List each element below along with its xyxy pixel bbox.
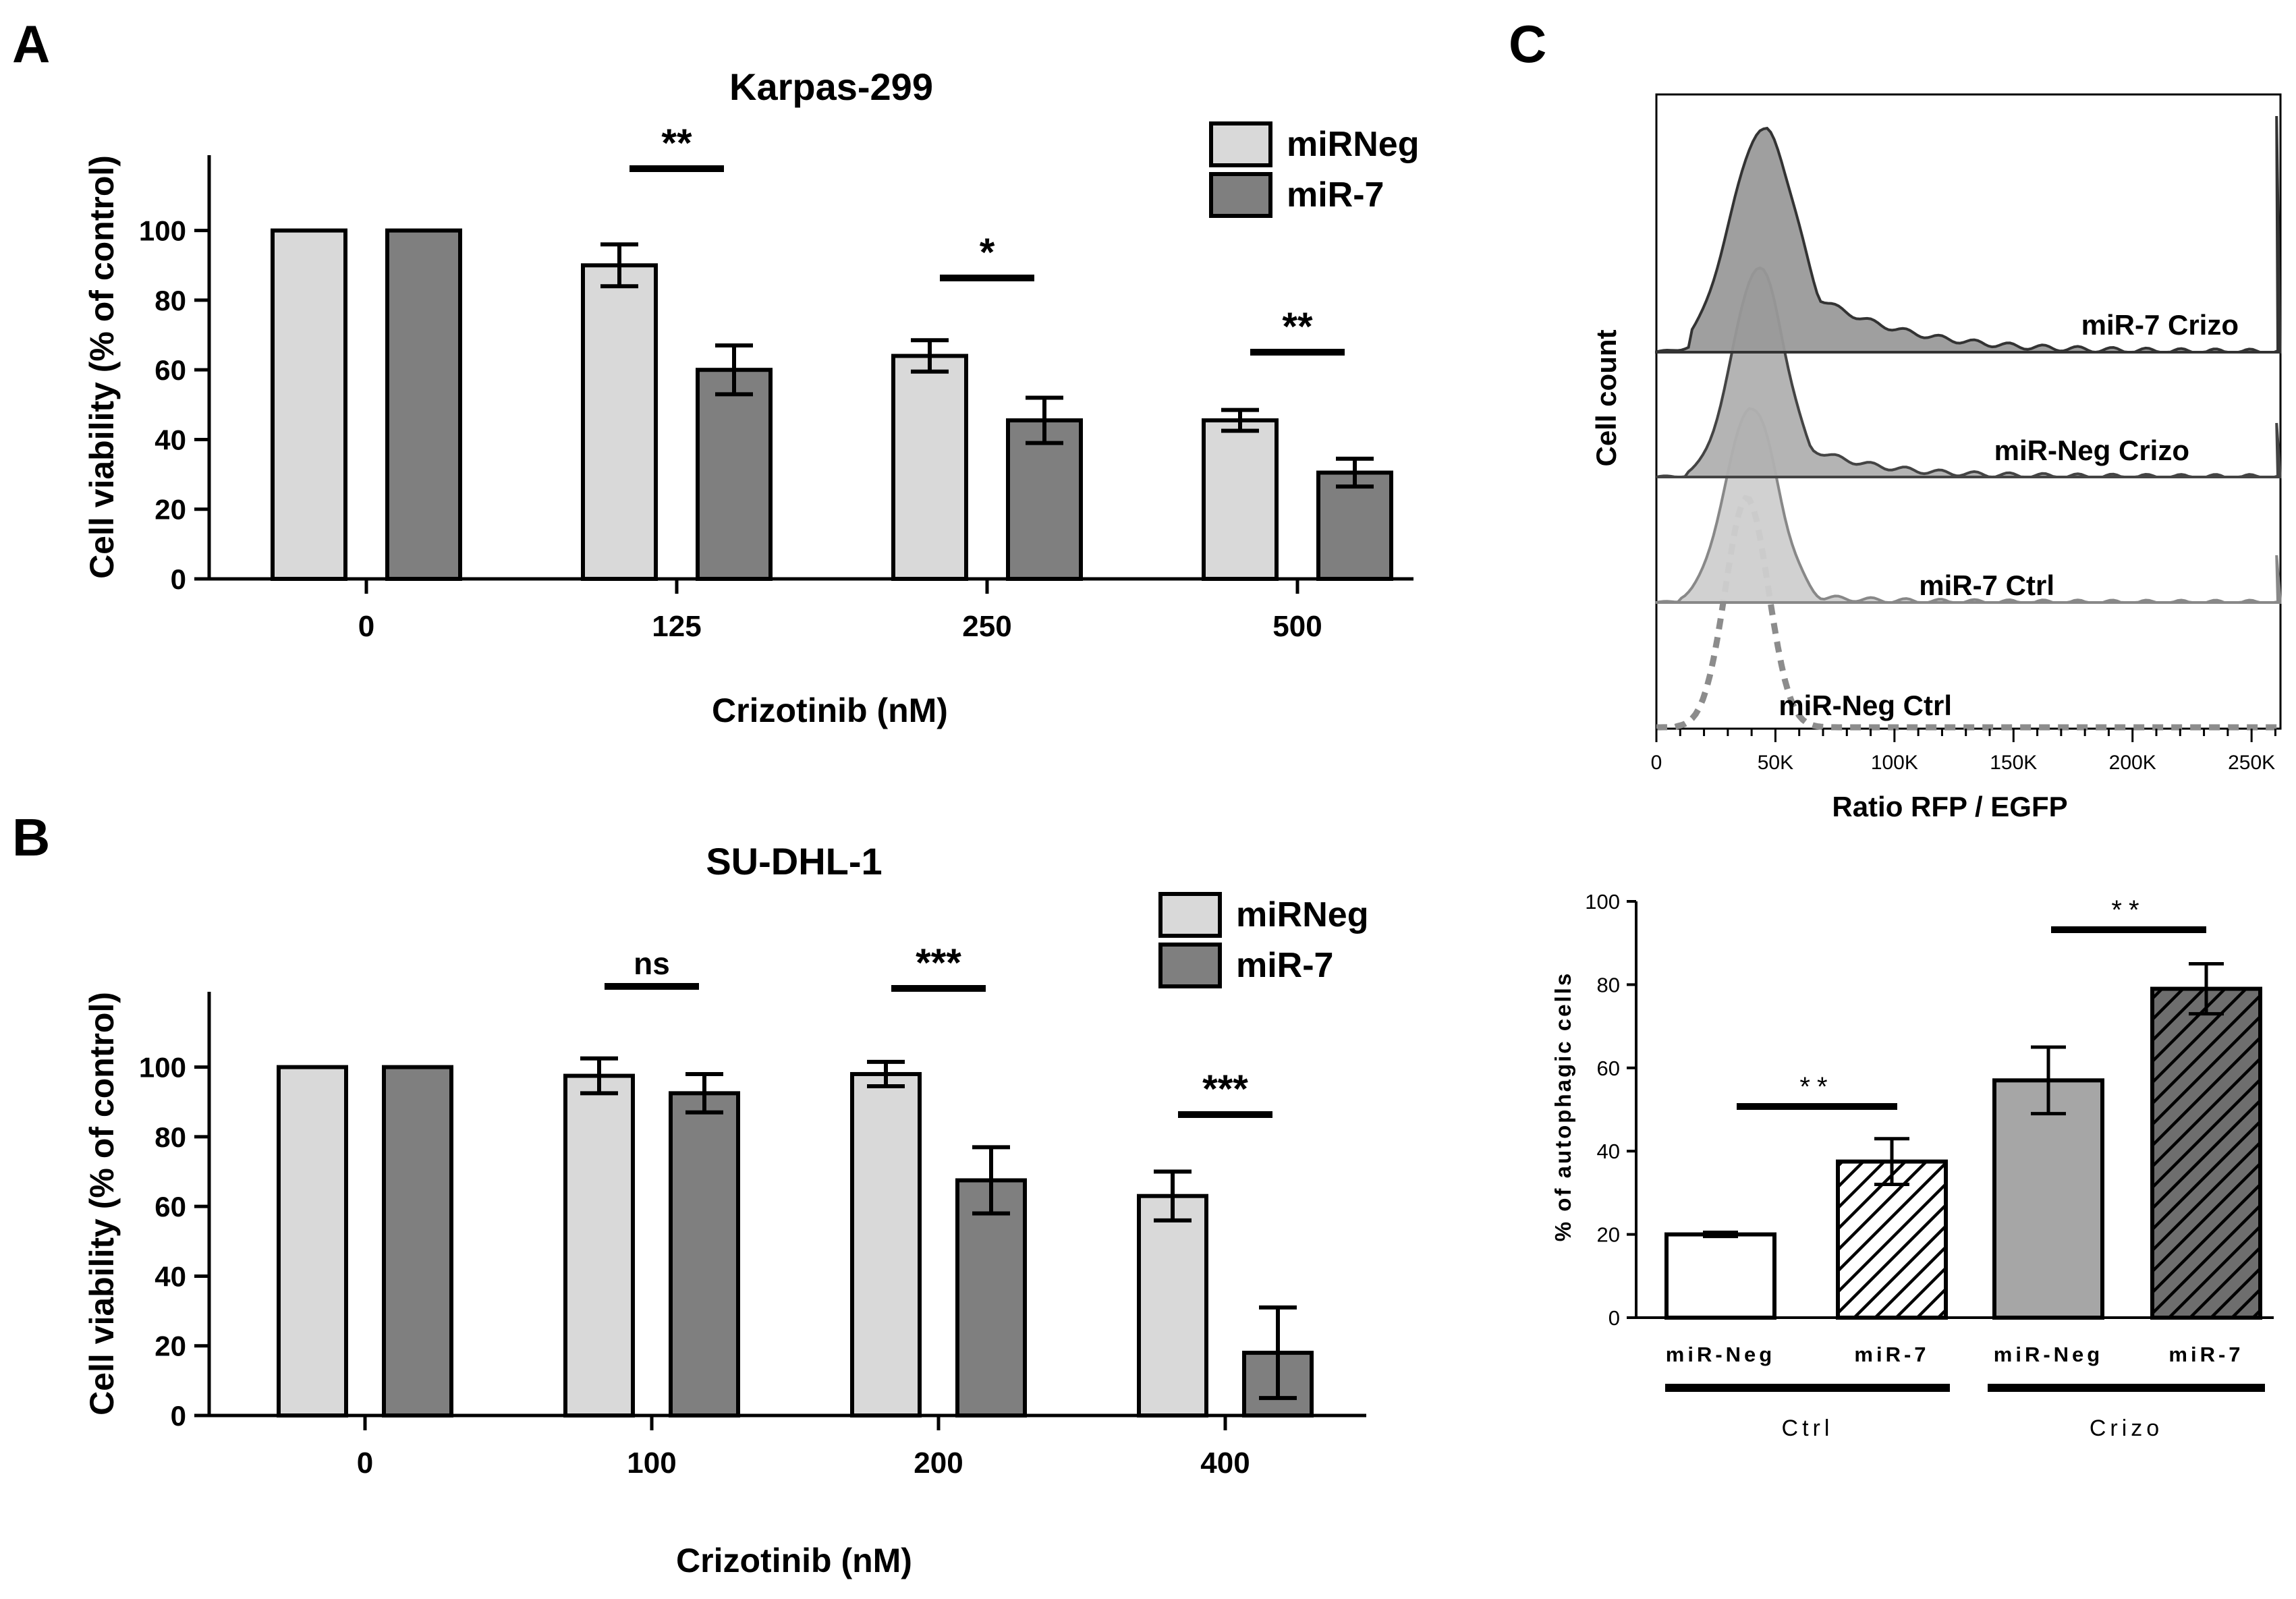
- significance-label: **: [1282, 305, 1313, 349]
- significance-label: **: [1799, 1072, 1834, 1102]
- autophagy-bar: [1992, 1078, 2104, 1320]
- histogram-series-label: miR-7 Crizo: [2081, 309, 2239, 341]
- x-tick-label: 0: [358, 610, 374, 643]
- x-tick-label: 200K: [2109, 752, 2156, 774]
- x-axis-label: Ratio RFP / EGFP: [1832, 791, 2067, 822]
- y-axis-label: Cell viability (% of control): [83, 992, 121, 1415]
- y-tick-label: 60: [155, 1191, 186, 1223]
- y-tick-label: 60: [155, 354, 186, 386]
- chart-a-karpas: Karpas-299 0 20 40 60 80 100 Cell viability (% …: [83, 65, 1419, 729]
- legend-label: miR-7: [1287, 175, 1384, 215]
- bar-mir7: [955, 1178, 1027, 1418]
- significance-label: **: [2111, 895, 2146, 925]
- y-tick-label: 0: [1608, 1306, 1620, 1330]
- legend-swatch-mir7: [1158, 943, 1222, 988]
- group-label: Ctrl: [1782, 1415, 1834, 1441]
- chart-title: Karpas-299: [729, 65, 933, 108]
- x-category-label: miR-7: [1854, 1343, 1929, 1366]
- chart-c-histogram: miR-7 Crizo miR-Neg Crizo miR-7 Ctrl miR-Ne…: [1590, 93, 2282, 822]
- significance-label: *: [980, 231, 995, 275]
- y-tick-label: 40: [155, 424, 186, 455]
- significance-label: ***: [1202, 1067, 1248, 1111]
- y-tick-label: 40: [1597, 1140, 1620, 1163]
- x-tick-label: 0: [1651, 752, 1662, 774]
- y-tick-label: 20: [1597, 1223, 1620, 1247]
- y-tick-label: 40: [155, 1260, 186, 1292]
- x-tick-label: 250K: [2228, 752, 2275, 774]
- legend-label: miR-7: [1236, 946, 1333, 985]
- bar-mirneg: [271, 228, 347, 581]
- y-tick-label: 0: [171, 563, 186, 595]
- y-tick-label: 100: [139, 215, 186, 247]
- y-tick-label: 80: [1597, 973, 1620, 997]
- bar-mir7: [669, 1091, 740, 1418]
- histogram-series-label: miR-Neg Ctrl: [1779, 690, 1952, 721]
- autophagy-bar: [1664, 1232, 1776, 1320]
- x-category-label: miR-Neg: [1994, 1343, 2103, 1366]
- legend-swatch-mirneg: [1209, 121, 1272, 167]
- x-tick-label: 125: [652, 610, 701, 643]
- panel-letter-c: C: [1509, 14, 1546, 74]
- legend-label: miRNeg: [1287, 125, 1419, 164]
- panel-letter-b: B: [12, 808, 50, 867]
- y-tick-label: 20: [155, 494, 186, 526]
- significance-label: ns: [634, 946, 670, 981]
- x-tick-label: 100: [627, 1447, 676, 1480]
- histogram-series-label: miR-7 Ctrl: [1919, 569, 2054, 601]
- bar-mir7: [385, 228, 462, 581]
- x-tick-label: 0: [357, 1447, 373, 1480]
- bar-mirneg: [277, 1065, 348, 1418]
- bar-mir7: [382, 1065, 453, 1418]
- y-axis-label: Cell count: [1590, 329, 1622, 466]
- histogram-trace-mir-7-crizo: [1655, 115, 2282, 354]
- bar-mir7: [1316, 470, 1393, 581]
- y-axis-label: % of autophagic cells: [1550, 972, 1575, 1241]
- x-axis-label: Crizotinib (nM): [676, 1542, 912, 1579]
- significance-label: **: [661, 121, 692, 165]
- x-tick-label: 100K: [1871, 752, 1918, 774]
- y-axis-label: Cell viability (% of control): [83, 155, 121, 579]
- y-tick-label: 0: [171, 1400, 186, 1432]
- x-tick-label: 500: [1272, 610, 1322, 643]
- x-category-label: miR-Neg: [1666, 1343, 1775, 1366]
- x-tick-label: 400: [1200, 1447, 1250, 1480]
- panel-letter-a: A: [12, 14, 50, 74]
- y-tick-label: 100: [1585, 890, 1620, 914]
- significance-label: ***: [916, 941, 961, 985]
- x-category-label: miR-7: [2168, 1343, 2243, 1366]
- y-tick-label: 20: [155, 1330, 186, 1362]
- y-tick-label: 60: [1597, 1057, 1620, 1080]
- bar-mirneg: [563, 1073, 635, 1418]
- chart-title: SU-DHL-1: [706, 840, 882, 882]
- x-tick-label: 250: [962, 610, 1011, 643]
- bar-mir7: [696, 368, 773, 581]
- x-tick-label: 200: [914, 1447, 963, 1480]
- bar-mirneg: [1202, 418, 1279, 582]
- histogram-series-label: miR-Neg Crizo: [1994, 434, 2189, 466]
- autophagy-bar: [2150, 986, 2262, 1320]
- x-tick-label: 150K: [1990, 752, 2037, 774]
- chart-b-sudhl1: SU-DHL-1 0 20 40 60 80 100 Cell viability (% of…: [83, 840, 1368, 1579]
- y-tick-label: 100: [139, 1052, 186, 1084]
- bar-mirneg: [1137, 1194, 1208, 1418]
- x-tick-label: 50K: [1758, 752, 1793, 774]
- bar-mirneg: [850, 1071, 922, 1418]
- legend-label: miRNeg: [1236, 895, 1368, 934]
- chart-c-autophagy-bars: 0 20 40 60 80 100 % of autophagic cells miR-Neg…: [1550, 890, 2274, 1441]
- group-label: Crizo: [2090, 1415, 2163, 1441]
- legend-swatch-mir7: [1209, 172, 1272, 218]
- autophagy-bar: [1836, 1159, 1948, 1320]
- bar-mirneg: [581, 263, 658, 581]
- bar-mir7: [1006, 418, 1083, 582]
- y-tick-label: 80: [155, 1121, 186, 1153]
- x-axis-label: Crizotinib (nM): [712, 692, 948, 729]
- legend-swatch-mirneg: [1158, 892, 1222, 938]
- bar-mirneg: [891, 354, 968, 581]
- y-tick-label: 80: [155, 285, 186, 316]
